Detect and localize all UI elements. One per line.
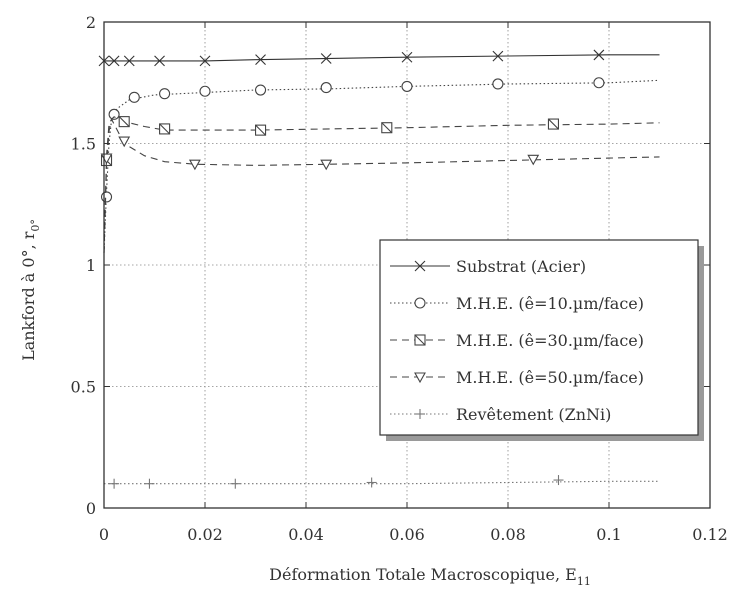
series-4-marker xyxy=(527,154,540,166)
legend-label-4: M.H.E. (ê=50.µm/face) xyxy=(456,368,644,387)
y-tick-label: 2 xyxy=(86,13,96,32)
y-tick-label: 0.5 xyxy=(71,378,96,397)
series-1-marker xyxy=(401,51,413,63)
y-axis-label: Lankford à 0°, r0° xyxy=(19,219,42,361)
series-line-2 xyxy=(103,79,660,253)
series-2-marker xyxy=(108,108,120,120)
series-2-marker xyxy=(199,85,211,97)
series-5-marker xyxy=(553,475,564,486)
series-1-marker xyxy=(255,54,266,65)
series-1-marker xyxy=(199,55,211,67)
series-5-marker xyxy=(230,478,241,489)
series-2-marker xyxy=(492,78,504,90)
y-tick-label: 1.5 xyxy=(71,135,96,154)
legend-box xyxy=(379,239,699,436)
legend-marker-3 xyxy=(414,334,426,346)
series-5-marker xyxy=(366,477,377,488)
series-2-marker xyxy=(593,77,605,89)
x-tick-label: 0.06 xyxy=(389,525,425,544)
series-2-marker xyxy=(159,88,171,100)
series-2-marker xyxy=(100,191,113,203)
legend-marker-5 xyxy=(415,409,425,419)
series-1-marker xyxy=(320,53,332,64)
series-2-marker xyxy=(401,80,413,92)
series-5-marker xyxy=(144,478,155,489)
series-2-marker xyxy=(128,91,140,103)
series-4-marker xyxy=(320,159,333,171)
x-axis-label: Déformation Totale Macroscopique, E11 xyxy=(269,565,591,588)
series-line-1 xyxy=(104,54,660,62)
legend-label-5: Revêtement (ZnNi) xyxy=(456,405,611,424)
series-1-marker xyxy=(154,55,165,67)
series-3-marker xyxy=(118,116,130,128)
series-line-3 xyxy=(103,116,660,253)
x-tick-label: 0.02 xyxy=(187,525,223,544)
y-tick-label: 1 xyxy=(86,256,96,275)
x-tick-label: 0.08 xyxy=(490,525,526,544)
series-1-marker xyxy=(593,49,605,61)
legend: Substrat (Acier) M.H.E. (ê=10.µm/face) M.H… xyxy=(379,239,704,441)
series-line-5 xyxy=(104,480,660,485)
series-lines xyxy=(98,49,660,489)
series-4-marker xyxy=(118,136,131,148)
series-3-marker xyxy=(381,122,393,134)
series-3-marker xyxy=(547,118,560,130)
legend-marker-2 xyxy=(414,297,426,309)
series-2-marker xyxy=(320,82,332,94)
series-1-marker xyxy=(492,50,504,62)
x-tick-label: 0.04 xyxy=(288,525,324,544)
legend-marker-4 xyxy=(414,372,426,384)
series-2-marker xyxy=(254,84,267,96)
legend-label-1: Substrat (Acier) xyxy=(456,257,586,276)
x-tick-label: 0.12 xyxy=(692,525,728,544)
axis-ticks: 0 0.02 0.04 0.06 0.08 0.1 0.12 0 0.5 1 1.5 2 xyxy=(71,13,728,544)
y-tick-label: 0 xyxy=(86,499,96,518)
x-tick-label: 0 xyxy=(99,525,109,544)
legend-label-2: M.H.E. (ê=10.µm/face) xyxy=(456,294,644,313)
series-3-marker xyxy=(255,124,267,136)
series-5-marker xyxy=(109,478,120,489)
series-3-marker xyxy=(159,123,171,135)
legend-marker-1 xyxy=(414,260,426,272)
series-1-marker xyxy=(108,55,120,67)
series-4-marker xyxy=(188,159,201,171)
legend-label-3: M.H.E. (ê=30.µm/face) xyxy=(456,331,644,350)
series-line-4 xyxy=(103,118,660,253)
series-1-marker xyxy=(123,55,135,67)
x-tick-label: 0.1 xyxy=(596,525,621,544)
